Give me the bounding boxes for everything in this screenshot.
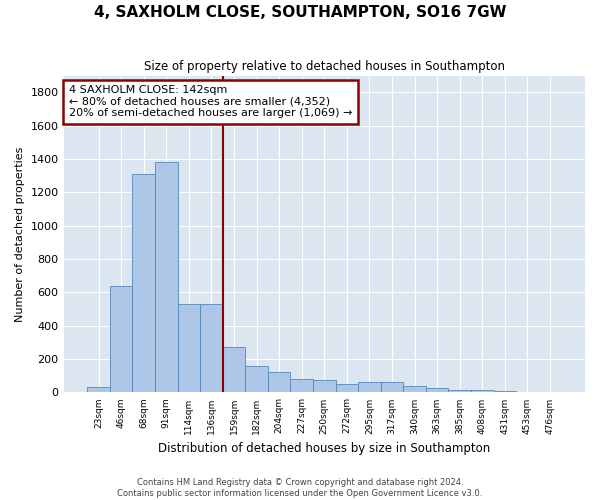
Bar [87, 386, 110, 392]
Bar [381, 382, 403, 392]
Y-axis label: Number of detached properties: Number of detached properties [15, 146, 25, 322]
Bar [494, 391, 516, 392]
Title: Size of property relative to detached houses in Southampton: Size of property relative to detached ho… [144, 60, 505, 73]
Text: 4, SAXHOLM CLOSE, SOUTHAMPTON, SO16 7GW: 4, SAXHOLM CLOSE, SOUTHAMPTON, SO16 7GW [94, 5, 506, 20]
Bar [223, 348, 245, 393]
Bar [426, 388, 448, 392]
Bar [335, 384, 358, 392]
Text: 4 SAXHOLM CLOSE: 142sqm
← 80% of detached houses are smaller (4,352)
20% of semi: 4 SAXHOLM CLOSE: 142sqm ← 80% of detache… [69, 85, 352, 118]
Bar [448, 390, 471, 392]
Bar [358, 382, 381, 392]
Bar [200, 304, 223, 392]
Bar [245, 366, 268, 392]
Bar [133, 174, 155, 392]
Bar [290, 379, 313, 392]
Bar [313, 380, 335, 392]
Text: Contains HM Land Registry data © Crown copyright and database right 2024.
Contai: Contains HM Land Registry data © Crown c… [118, 478, 482, 498]
Bar [471, 390, 494, 392]
Bar [155, 162, 178, 392]
Bar [178, 304, 200, 392]
Bar [403, 386, 426, 392]
Bar [268, 372, 290, 392]
Bar [110, 286, 133, 393]
X-axis label: Distribution of detached houses by size in Southampton: Distribution of detached houses by size … [158, 442, 490, 455]
